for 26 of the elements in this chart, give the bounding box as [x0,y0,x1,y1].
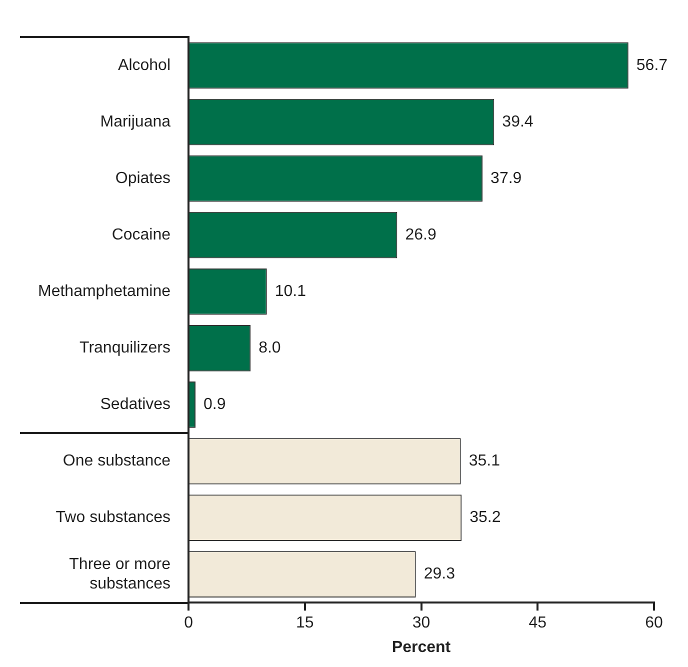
x-tick-label: 45 [528,614,547,632]
x-tick-label: 15 [296,614,314,632]
data-label: 0.9 [204,396,226,414]
y-tick-label: Methamphetamine [38,283,171,300]
y-tick-label: Cocaine [112,226,171,244]
data-label: 35.1 [468,452,500,470]
y-tick-label: Marijuana [100,113,171,130]
data-label: 56.7 [636,56,668,74]
x-tick-label: 0 [184,614,194,632]
data-label: 8.0 [258,340,281,357]
data-label: 39.4 [502,113,534,130]
x-tick-label: 60 [645,614,663,632]
x-tick-label: 30 [412,614,430,632]
y-tick-label: Opiates [115,170,171,187]
y-tick-label: One substance [62,452,171,470]
y-tick-label: Alcohol [118,56,171,74]
data-label: 10.1 [274,283,306,300]
x-axis-title: Percent [392,638,452,656]
data-label: 35.2 [470,509,501,526]
y-tick-label: Sedatives [100,396,171,414]
data-label: 37.9 [490,170,522,187]
y-tick-label: Three or more substances [69,556,171,592]
y-tick-label: Tranquilizers [80,340,171,357]
y-tick-label: Two substances [56,509,171,526]
data-label: 29.3 [424,566,456,583]
data-label: 26.9 [405,226,436,244]
